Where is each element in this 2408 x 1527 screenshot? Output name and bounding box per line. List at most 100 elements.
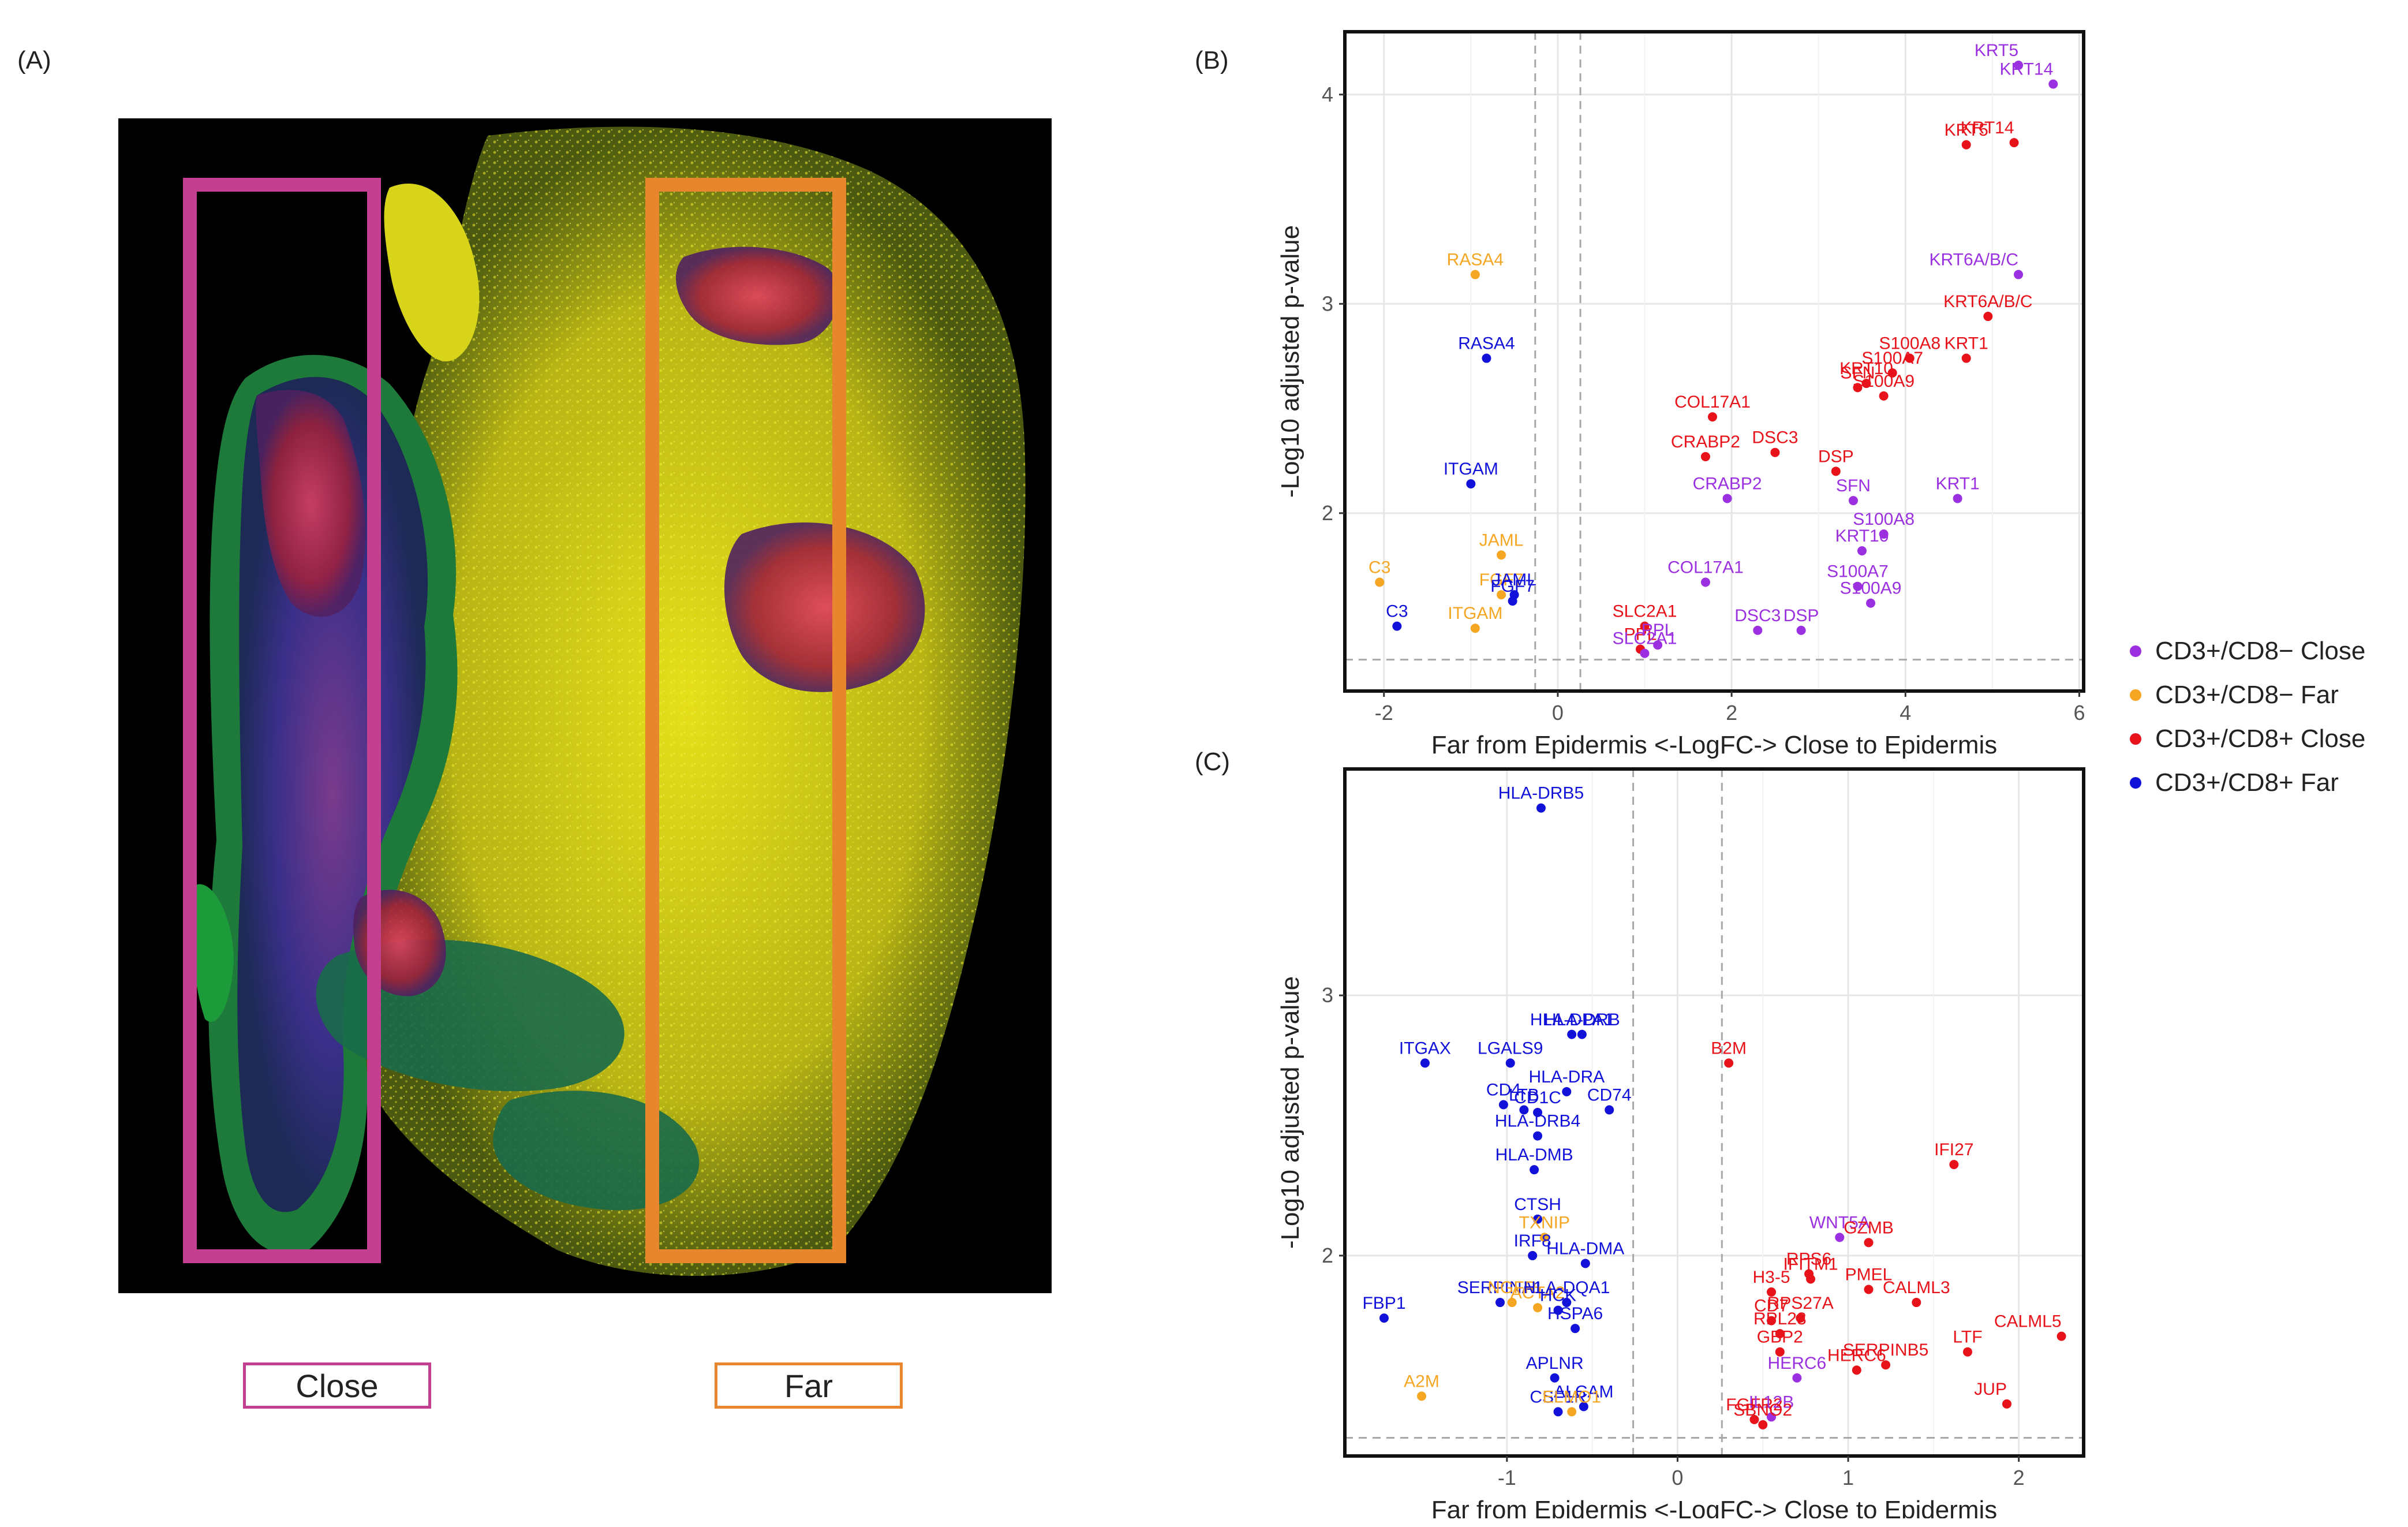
point-label: DSP <box>1783 606 1819 625</box>
data-point <box>1700 451 1710 461</box>
point-label: SLC2A1 <box>1613 602 1677 621</box>
point-label: HLA-DRB <box>1544 1010 1620 1029</box>
far-region-box <box>645 178 846 1263</box>
data-point <box>1767 1412 1777 1422</box>
point-label: KRT10 <box>1839 359 1893 378</box>
y-tick-label: 3 <box>1322 983 1333 1007</box>
point-label: HERC6 <box>1827 1346 1886 1365</box>
x-tick-label: 0 <box>1552 701 1564 725</box>
data-point <box>1495 1298 1505 1308</box>
data-point <box>1879 529 1889 539</box>
point-label: KRT5 <box>1945 121 1988 140</box>
data-point <box>1533 1303 1543 1313</box>
point-label: KRT6A/B/C <box>1930 251 2019 270</box>
data-point <box>1775 1347 1785 1357</box>
data-point <box>1505 1058 1515 1068</box>
data-point <box>1539 1233 1549 1242</box>
point-label: KRT14 <box>1999 60 2053 79</box>
data-point <box>1864 1238 1874 1248</box>
point-label: COL17A1 <box>1667 558 1744 577</box>
data-point <box>1861 379 1871 389</box>
point-label: IRF8 <box>1514 1231 1551 1250</box>
x-tick-label: -2 <box>1375 701 1393 725</box>
tissue-micrograph <box>118 118 1052 1293</box>
point-label: ITGAX <box>1399 1039 1451 1058</box>
point-label: KRT1 <box>1936 474 1980 493</box>
data-point <box>1767 1287 1777 1297</box>
data-point <box>1533 1214 1543 1224</box>
data-point <box>1949 1160 1959 1170</box>
legend-dot-far-cd8neg <box>2130 689 2141 701</box>
point-label: RPS27A <box>1767 1294 1834 1313</box>
data-point <box>1707 412 1717 422</box>
point-label: ELMO1 <box>1542 1387 1601 1406</box>
close-region-box <box>183 178 381 1263</box>
data-point <box>1577 1029 1587 1039</box>
plot-background <box>1345 769 2084 1456</box>
x-tick-label: 2 <box>1726 701 1737 725</box>
data-point <box>1536 803 1546 813</box>
data-point <box>1417 1391 1427 1401</box>
data-point <box>1848 496 1858 506</box>
point-label: CD74 <box>1587 1085 1632 1104</box>
point-label: HSPA6 <box>1547 1304 1603 1323</box>
data-point <box>1852 1365 1861 1375</box>
point-label: KRT10 <box>1835 527 1889 546</box>
data-point <box>1796 1313 1805 1323</box>
data-point <box>2009 138 2019 148</box>
point-label: JUP <box>1974 1380 2007 1399</box>
point-label: S100A8 <box>1853 510 1915 529</box>
point-label: CTSH <box>1514 1195 1561 1214</box>
data-point <box>1498 1100 1508 1110</box>
plot-background <box>1345 32 2084 691</box>
x-tick-label: 0 <box>1672 1466 1683 1489</box>
point-label: FBP1 <box>1362 1294 1405 1313</box>
point-label: GZMB <box>1844 1218 1894 1237</box>
data-point <box>1375 577 1385 587</box>
point-label: SBNO2 <box>1733 1401 1792 1420</box>
x-tick-label: -1 <box>1498 1466 1516 1489</box>
legend-item: CD3+/CD8− Close <box>2130 629 2365 673</box>
point-label: ALCAM <box>1554 1382 1613 1401</box>
y-axis-label: -Log10 adjusted p-value <box>1276 976 1304 1249</box>
point-label: ITGAM <box>1448 604 1502 623</box>
data-point <box>1533 1131 1543 1141</box>
data-point <box>2002 1399 2011 1409</box>
point-label: GBP2 <box>1757 1328 1803 1347</box>
point-label: HLA-DRB5 <box>1498 784 1584 803</box>
data-point <box>1857 546 1867 556</box>
point-label: HLA-DQA1 <box>1523 1278 1610 1297</box>
legend-dot-close-cd8pos <box>2130 733 2141 745</box>
y-tick-label: 3 <box>1322 292 1333 315</box>
point-label: C3 <box>1386 602 1408 621</box>
panel-label-a: (A) <box>17 46 51 74</box>
point-label: HCK <box>1540 1286 1576 1305</box>
point-label: HLA-DRB4 <box>1495 1112 1580 1131</box>
legend-item: CD3+/CD8− Far <box>2130 673 2365 717</box>
x-tick-label: 2 <box>2013 1466 2025 1489</box>
point-label: CRABP2 <box>1693 474 1762 493</box>
legend-label: CD3+/CD8− Far <box>2155 681 2339 709</box>
point-label: PPL <box>1624 625 1657 644</box>
x-axis-label: Far from Epidermis <-LogFC-> Close to Ep… <box>1431 731 1998 759</box>
y-tick-label: 2 <box>1322 1244 1333 1267</box>
legend-label: CD3+/CD8+ Close <box>2155 725 2366 753</box>
point-label: ACTA2 <box>1510 1283 1565 1302</box>
legend-dot-far-cd8pos <box>2130 777 2141 789</box>
point-label: NGFR <box>1487 1278 1536 1297</box>
data-point <box>1835 1233 1845 1242</box>
data-point <box>2056 1331 2066 1341</box>
data-point <box>1881 1360 1891 1370</box>
point-label: RASA4 <box>1458 334 1515 353</box>
close-region-label: Close <box>243 1362 431 1409</box>
point-label: PMEL <box>1845 1265 1893 1285</box>
data-point <box>1392 621 1402 631</box>
point-label: CRABP2 <box>1671 432 1740 451</box>
point-label: DSP <box>1818 447 1854 466</box>
point-label: S100A9 <box>1853 372 1915 391</box>
data-point <box>1482 353 1491 363</box>
data-point <box>1497 590 1506 600</box>
legend-item: CD3+/CD8+ Far <box>2130 761 2365 805</box>
point-label: LGALS9 <box>1478 1039 1543 1058</box>
point-label: ITGAM <box>1444 460 1498 479</box>
